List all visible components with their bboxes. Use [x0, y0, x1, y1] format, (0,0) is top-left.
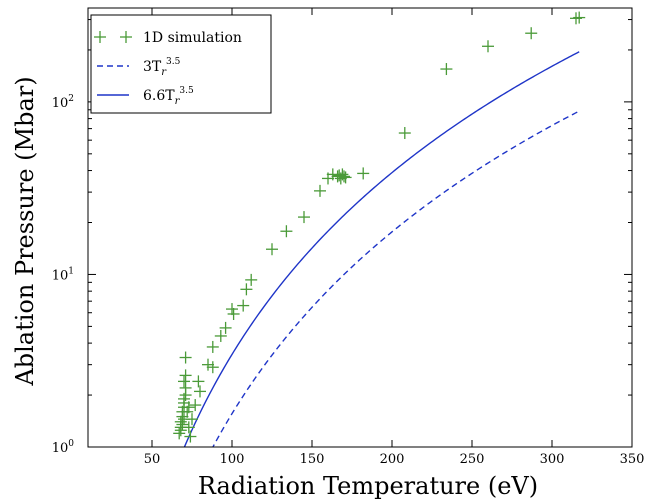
data-point [214, 329, 227, 342]
data-point [179, 381, 192, 394]
data-point [333, 169, 346, 182]
data-point [482, 40, 494, 53]
legend-label: 6.6Tr3.5 [143, 86, 194, 107]
data-point [182, 401, 195, 414]
series-line-2 [183, 51, 580, 447]
data-point [174, 424, 187, 437]
data-point [525, 27, 538, 40]
plot-frame [87, 7, 633, 448]
data-point [179, 351, 192, 364]
data-point [194, 385, 206, 398]
x-axis: 50 100 150 200 250 300 350 [144, 8, 645, 467]
data-point [192, 375, 205, 388]
data-point [298, 211, 310, 224]
data-point [178, 375, 190, 388]
data-point [173, 427, 186, 440]
data-point [336, 168, 349, 181]
x-tick-label: 250 [460, 452, 485, 467]
data-point [176, 418, 189, 431]
legend-box [90, 14, 272, 114]
data-point [440, 63, 453, 76]
data-point [219, 321, 232, 334]
legend-label: 1D simulation [143, 30, 242, 46]
data-point [182, 421, 195, 434]
data-point [206, 361, 219, 374]
data-point [314, 184, 326, 197]
x-tick-label: 50 [144, 452, 161, 467]
data-point [339, 171, 352, 184]
data-point [573, 11, 586, 24]
y-tick-label: 101 [52, 266, 74, 283]
data-point [186, 413, 198, 426]
data-point [570, 12, 582, 25]
data-point [280, 225, 293, 238]
data-point [227, 307, 240, 320]
x-tick-label: 150 [300, 452, 325, 467]
data-point [398, 127, 411, 140]
y-tick-label: 102 [52, 94, 74, 111]
data-point [245, 273, 258, 286]
series-line-1 [212, 110, 580, 447]
plot-content [173, 11, 586, 447]
data-point [184, 430, 197, 443]
data-point [237, 299, 250, 312]
legend-marker [94, 31, 106, 43]
data-point [189, 399, 202, 412]
data-point [357, 167, 370, 180]
x-axis-title: Radiation Temperature (eV) [198, 472, 538, 500]
x-tick-label: 200 [380, 452, 405, 467]
x-tick-label: 300 [540, 452, 565, 467]
x-tick-label: 350 [620, 452, 645, 467]
legend-marker [120, 31, 132, 43]
data-point [206, 340, 219, 353]
y-axis-title: Ablation Pressure (Mbar) [11, 76, 39, 386]
data-point [179, 369, 192, 382]
data-point [226, 303, 238, 316]
plot-area [87, 7, 633, 448]
x-tick-label: 100 [220, 452, 245, 467]
data-point [202, 358, 214, 371]
legend: 1D simulation 3Tr3.5 6.6Tr3.5 [90, 14, 272, 114]
data-point [266, 243, 278, 256]
legend-label: 3Tr3.5 [143, 57, 181, 78]
data-point [240, 283, 253, 296]
y-tick-label: 100 [52, 439, 75, 456]
data-point [338, 170, 350, 183]
